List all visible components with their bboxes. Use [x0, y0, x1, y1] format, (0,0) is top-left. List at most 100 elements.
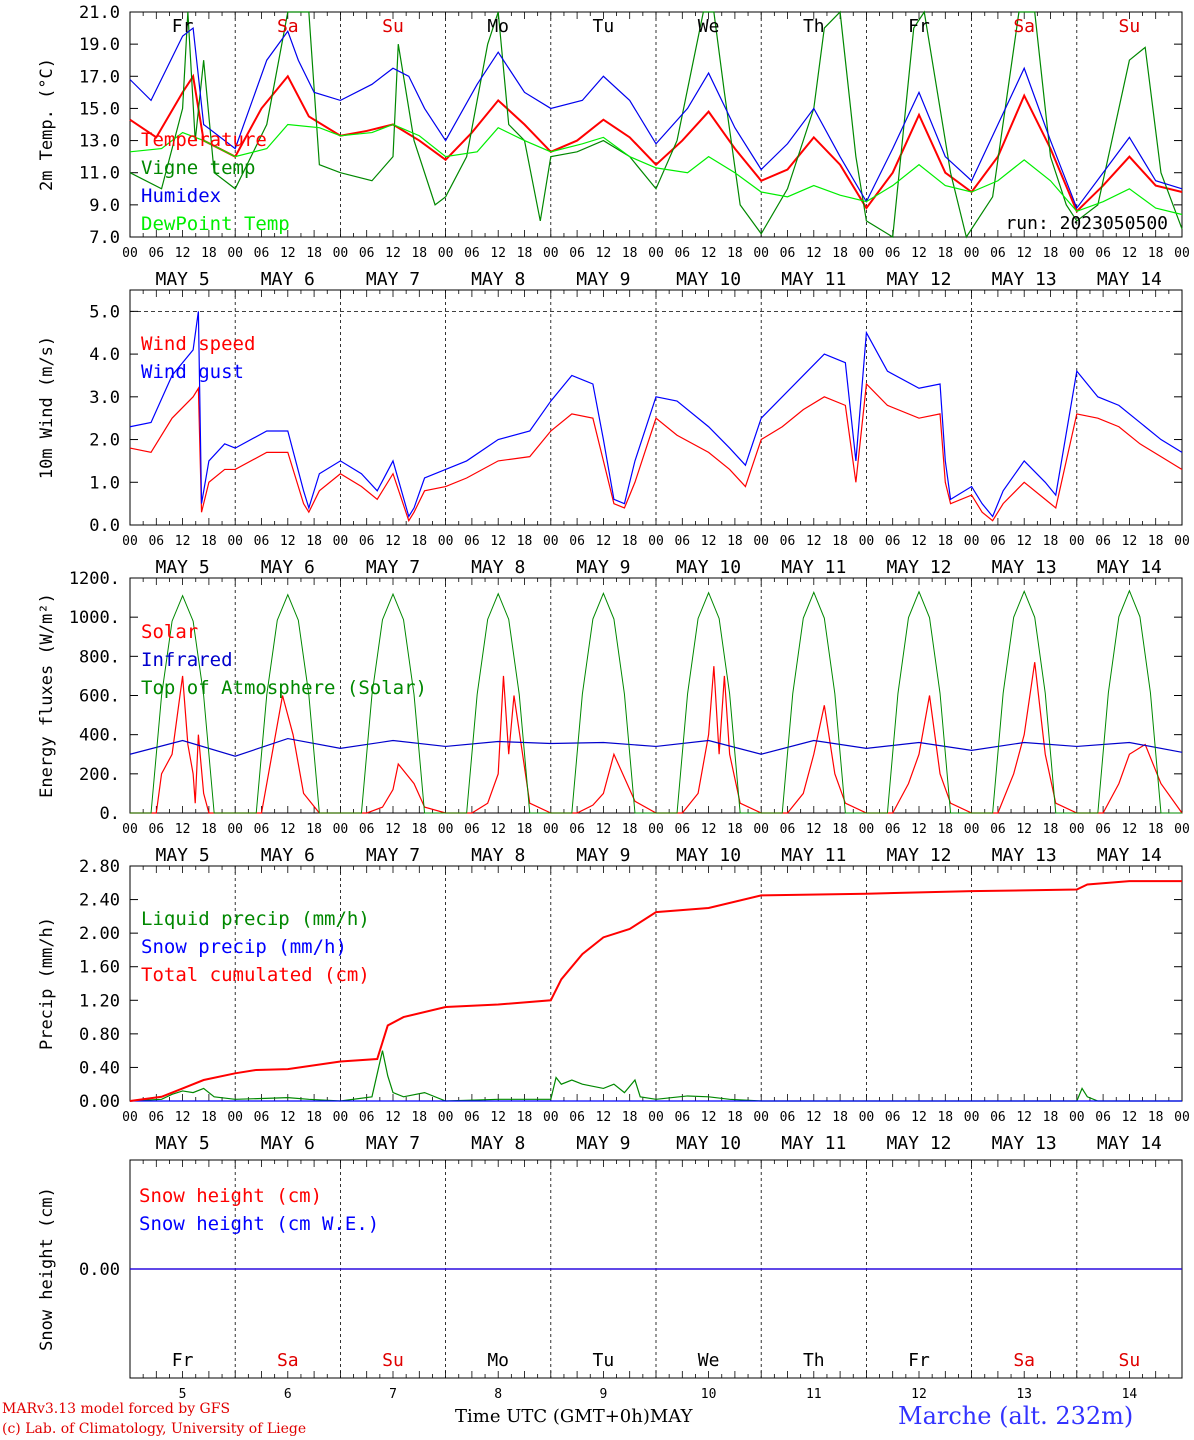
x-hour-label: 00 [1174, 1110, 1190, 1125]
x-hour-label: 12 [385, 1110, 401, 1125]
x-hour-label: 06 [780, 1110, 796, 1125]
x-hour-label: 06 [569, 1110, 585, 1125]
x-hour-label: 06 [254, 1110, 270, 1125]
x-hour-label: 00 [1069, 534, 1085, 549]
x-hour-label: 00 [227, 246, 243, 261]
x-date-label: MAY 5 [156, 269, 210, 290]
x-day-number: 5 [179, 1387, 187, 1402]
x-date-label: MAY 8 [471, 557, 525, 578]
legend-entry: Wind gust [141, 361, 244, 383]
x-hour-label: 12 [1122, 822, 1138, 837]
x-date-label: MAY 7 [366, 269, 420, 290]
x-hour-label: 06 [674, 822, 690, 837]
x-date-label: MAY 14 [1097, 557, 1162, 578]
weekday-label: Tu [593, 1350, 615, 1371]
weekday-label: We [698, 1350, 720, 1371]
x-hour-label: 12 [385, 822, 401, 837]
x-hour-label: 12 [490, 822, 506, 837]
x-hour-label: 00 [227, 822, 243, 837]
x-date-label: MAY 11 [781, 845, 846, 866]
x-hour-label: 00 [543, 246, 559, 261]
x-hour-label: 12 [280, 1110, 296, 1125]
x-hour-label: 06 [569, 534, 585, 549]
legend-entry: Vigne temp [141, 157, 255, 179]
x-day-number: 9 [599, 1387, 607, 1402]
x-hour-label: 12 [911, 246, 927, 261]
x-hour-label: 00 [333, 822, 349, 837]
x-date-label: MAY 10 [676, 557, 741, 578]
weekday-label: Su [1119, 16, 1141, 37]
x-hour-label: 18 [411, 1110, 427, 1125]
y-tick-label: 11.0 [79, 164, 120, 184]
x-hour-label: 06 [1095, 534, 1111, 549]
y-tick-label: 1.20 [79, 991, 120, 1011]
x-hour-label: 00 [753, 534, 769, 549]
y-tick-label: 0.00 [79, 1092, 120, 1112]
x-hour-label: 18 [411, 246, 427, 261]
x-date-label: MAY 13 [992, 269, 1057, 290]
x-hour-label: 18 [306, 1110, 322, 1125]
x-date-label: MAY 11 [781, 557, 846, 578]
x-date-label: MAY 6 [261, 269, 315, 290]
x-hour-label: 00 [1174, 822, 1190, 837]
x-date-label: MAY 11 [781, 269, 846, 290]
x-hour-label: 06 [885, 246, 901, 261]
y-tick-label: 0.40 [79, 1058, 120, 1078]
legend-entry: Snow height (cm) [139, 1185, 322, 1207]
x-hour-label: 06 [780, 246, 796, 261]
x-hour-label: 00 [753, 1110, 769, 1125]
y-tick-label: 400. [79, 726, 120, 746]
x-date-label: MAY 6 [261, 557, 315, 578]
x-date-label: MAY 6 [261, 1133, 315, 1154]
x-date-label: MAY 13 [992, 557, 1057, 578]
x-hour-label: 00 [333, 534, 349, 549]
x-hour-label: 00 [333, 246, 349, 261]
legend-entry: Snow precip (mm/h) [141, 936, 347, 958]
x-hour-label: 00 [543, 1110, 559, 1125]
x-hour-label: 06 [674, 1110, 690, 1125]
x-hour-label: 12 [490, 1110, 506, 1125]
x-hour-label: 12 [280, 246, 296, 261]
x-hour-label: 18 [411, 822, 427, 837]
x-hour-label: 18 [832, 534, 848, 549]
x-hour-label: 12 [1016, 822, 1032, 837]
x-hour-label: 12 [701, 246, 717, 261]
x-hour-label: 06 [359, 822, 375, 837]
x-date-label: MAY 14 [1097, 269, 1162, 290]
time-axis-month: MAY [649, 1406, 693, 1427]
x-hour-label: 06 [359, 246, 375, 261]
x-hour-label: 18 [1148, 246, 1164, 261]
weekday-label: Sa [1013, 1350, 1035, 1371]
x-hour-label: 00 [1069, 246, 1085, 261]
weekday-label: Mo [487, 16, 509, 37]
x-hour-label: 18 [411, 534, 427, 549]
x-hour-label: 18 [517, 534, 533, 549]
x-hour-label: 12 [175, 1110, 191, 1125]
x-hour-label: 06 [1095, 246, 1111, 261]
x-hour-label: 18 [1148, 534, 1164, 549]
model-credit: MARv3.13 model forced by GFS [2, 1401, 231, 1417]
y-tick-label: 19.0 [79, 35, 120, 55]
x-hour-label: 06 [674, 534, 690, 549]
x-hour-label: 12 [280, 534, 296, 549]
x-hour-label: 06 [885, 534, 901, 549]
x-hour-label: 00 [964, 246, 980, 261]
x-hour-label: 18 [201, 822, 217, 837]
x-hour-label: 18 [1043, 1110, 1059, 1125]
x-hour-label: 12 [701, 1110, 717, 1125]
lab-credit: (c) Lab. of Climatology, University of L… [2, 1421, 307, 1437]
x-hour-label: 12 [596, 822, 612, 837]
series-line-dewpoint-temp [129, 123, 1183, 216]
x-hour-label: 00 [648, 246, 664, 261]
x-hour-label: 18 [306, 534, 322, 549]
x-hour-label: 00 [648, 822, 664, 837]
x-hour-label: 06 [990, 246, 1006, 261]
x-hour-label: 18 [622, 246, 638, 261]
x-hour-label: 18 [727, 1110, 743, 1125]
x-hour-label: 00 [859, 534, 875, 549]
series-line-toa-solar [130, 589, 1182, 814]
x-hour-label: 18 [727, 534, 743, 549]
weekday-label: Tu [593, 16, 615, 37]
x-hour-label: 18 [937, 534, 953, 549]
legend-entry: Humidex [141, 185, 221, 207]
